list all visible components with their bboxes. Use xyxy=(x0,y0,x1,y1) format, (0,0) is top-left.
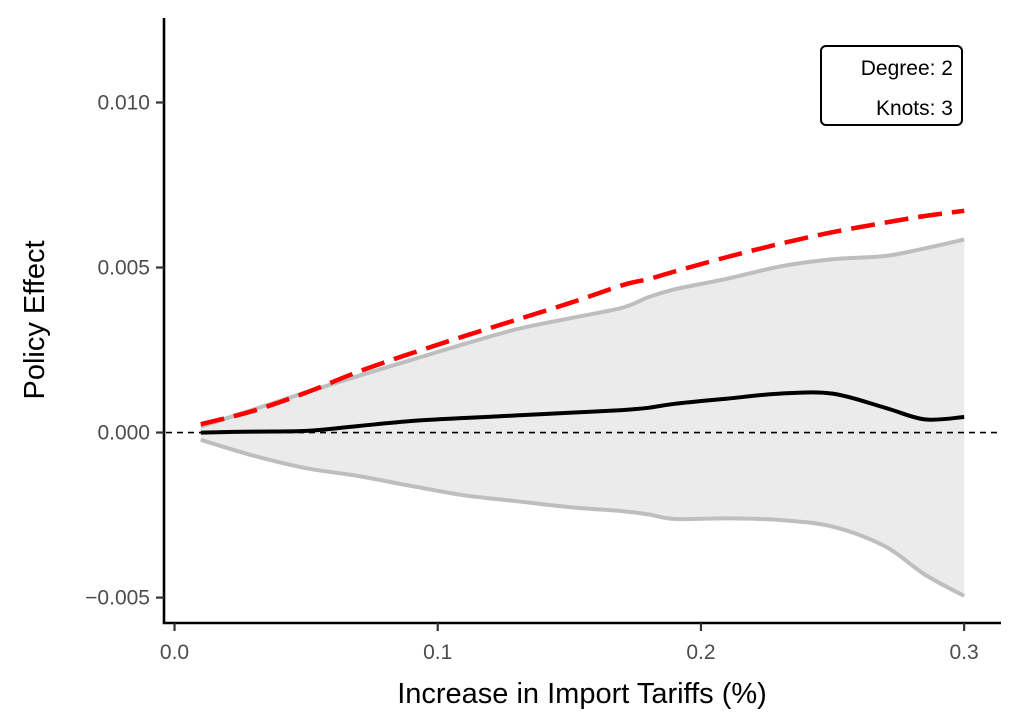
annotation-frame xyxy=(820,45,963,126)
x-axis-title: Increase in Import Tariffs (%) xyxy=(397,678,767,710)
x-tick-label: 0.0 xyxy=(160,641,189,664)
annotation-degree: Degree: 2 xyxy=(861,57,953,80)
y-tick-label: 0.000 xyxy=(97,422,150,445)
annotation-box: Degree: 2 Knots: 3 xyxy=(820,45,963,126)
y-ticks: −0.005 0.000 0.005 0.010 xyxy=(85,91,164,610)
x-ticks: 0.0 0.1 0.2 0.3 xyxy=(160,623,979,664)
series-true-effect xyxy=(200,208,965,427)
x-tick-label: 0.3 xyxy=(950,641,979,664)
confidence-band xyxy=(200,239,965,596)
y-tick-label: −0.005 xyxy=(85,587,150,610)
series-lower-bound xyxy=(200,437,966,598)
y-tick-label: 0.010 xyxy=(97,91,150,114)
annotation-knots: Knots: 3 xyxy=(876,97,953,120)
series-estimate xyxy=(200,390,965,435)
plot-area xyxy=(166,208,1001,598)
series-upper-bound xyxy=(200,237,965,429)
y-tick-label: 0.005 xyxy=(97,257,150,280)
x-tick-label: 0.1 xyxy=(423,641,452,664)
x-tick-label: 0.2 xyxy=(686,641,715,664)
y-axis-title: Policy Effect xyxy=(19,240,51,399)
